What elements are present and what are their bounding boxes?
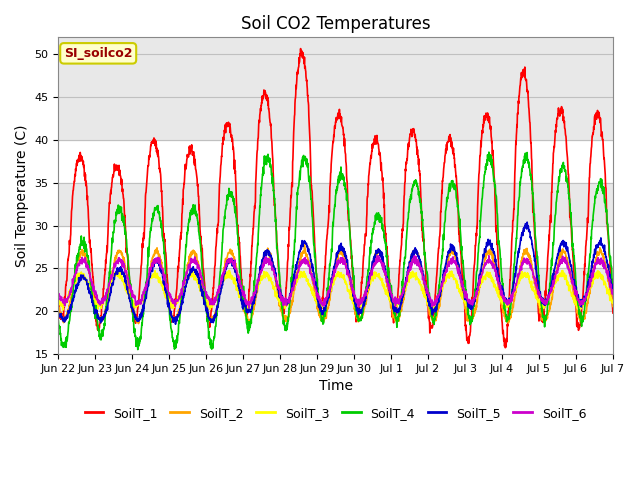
SoilT_3 — [561, 270, 568, 276]
SoilT_3 — [559, 267, 566, 273]
SoilT_2 — [364, 290, 372, 296]
Y-axis label: Soil Temperature (C): Soil Temperature (C) — [15, 124, 29, 267]
SoilT_4 — [352, 307, 360, 312]
SoilT_6 — [54, 294, 62, 300]
SoilT_2 — [209, 314, 217, 320]
SoilT_3 — [54, 298, 62, 304]
Line: SoilT_5: SoilT_5 — [58, 222, 613, 324]
SoilT_6 — [245, 305, 253, 311]
SoilT_1 — [352, 310, 360, 315]
SoilT_3 — [576, 304, 584, 310]
Text: SI_soilco2: SI_soilco2 — [64, 47, 132, 60]
SoilT_2 — [301, 242, 308, 248]
SoilT_1 — [297, 46, 305, 51]
Bar — [58, 183, 613, 226]
Bar — [58, 268, 613, 312]
SoilT_4 — [576, 315, 584, 321]
Line: SoilT_6: SoilT_6 — [58, 256, 613, 308]
SoilT_4 — [561, 163, 568, 168]
SoilT_5 — [561, 239, 568, 245]
SoilT_5 — [524, 219, 531, 225]
SoilT_2 — [561, 250, 568, 255]
SoilT_6 — [576, 302, 584, 308]
SoilT_3 — [59, 307, 67, 313]
SoilT_5 — [576, 300, 584, 305]
SoilT_5 — [497, 283, 505, 288]
SoilT_1 — [576, 322, 584, 328]
Line: SoilT_4: SoilT_4 — [58, 152, 613, 349]
SoilT_2 — [54, 304, 62, 310]
SoilT_5 — [54, 310, 62, 315]
SoilT_5 — [364, 285, 372, 291]
SoilT_1 — [364, 190, 372, 196]
Legend: SoilT_1, SoilT_2, SoilT_3, SoilT_4, SoilT_5, SoilT_6: SoilT_1, SoilT_2, SoilT_3, SoilT_4, Soil… — [79, 402, 592, 424]
X-axis label: Time: Time — [319, 379, 353, 394]
SoilT_1 — [609, 310, 617, 316]
SoilT_1 — [502, 345, 509, 350]
Line: SoilT_2: SoilT_2 — [58, 245, 613, 324]
Bar — [58, 97, 613, 140]
SoilT_3 — [609, 297, 617, 303]
Line: SoilT_3: SoilT_3 — [58, 270, 613, 310]
SoilT_6 — [209, 301, 217, 307]
SoilT_6 — [364, 279, 372, 285]
SoilT_4 — [209, 338, 217, 344]
SoilT_4 — [364, 269, 372, 275]
SoilT_6 — [609, 291, 617, 297]
Title: Soil CO2 Temperatures: Soil CO2 Temperatures — [241, 15, 431, 33]
SoilT_5 — [209, 320, 217, 325]
SoilT_4 — [497, 267, 505, 273]
SoilT_1 — [54, 298, 62, 303]
Bar — [58, 37, 613, 97]
SoilT_4 — [485, 149, 493, 155]
SoilT_1 — [561, 118, 568, 124]
SoilT_1 — [497, 305, 505, 311]
SoilT_6 — [497, 292, 505, 298]
Line: SoilT_1: SoilT_1 — [58, 48, 613, 348]
SoilT_2 — [134, 321, 142, 326]
SoilT_5 — [609, 288, 617, 294]
SoilT_4 — [54, 318, 62, 324]
SoilT_6 — [352, 295, 360, 301]
SoilT_5 — [172, 321, 179, 327]
SoilT_2 — [576, 317, 584, 323]
SoilT_2 — [497, 301, 505, 307]
SoilT_2 — [352, 311, 360, 316]
SoilT_3 — [352, 302, 360, 308]
SoilT_1 — [209, 291, 217, 297]
SoilT_3 — [364, 287, 372, 292]
SoilT_3 — [209, 300, 217, 305]
SoilT_3 — [497, 299, 505, 305]
SoilT_4 — [134, 347, 141, 352]
SoilT_6 — [374, 253, 382, 259]
SoilT_4 — [609, 282, 617, 288]
SoilT_2 — [609, 303, 617, 309]
SoilT_5 — [352, 304, 360, 310]
SoilT_6 — [561, 259, 568, 264]
